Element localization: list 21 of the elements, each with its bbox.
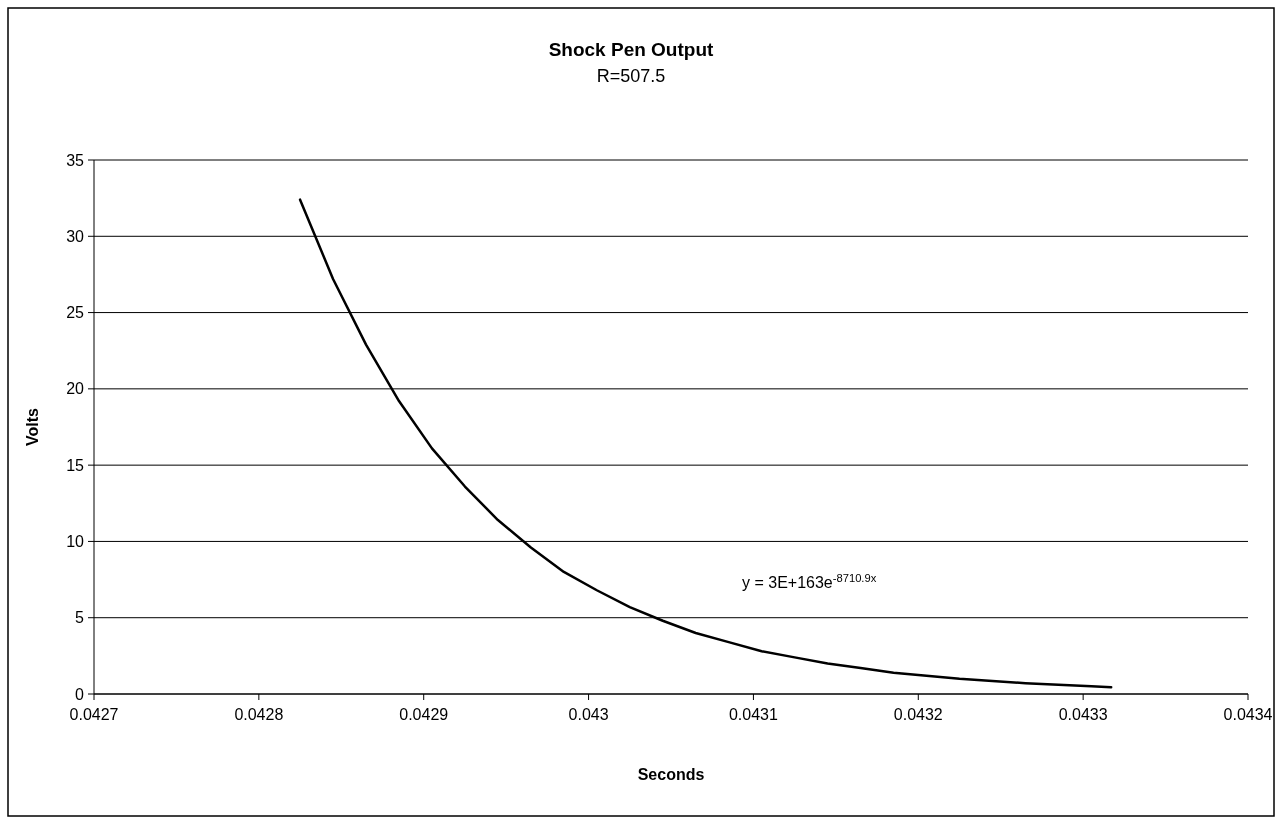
x-tick-label: 0.0433 <box>1058 706 1108 723</box>
y-tick-label: 10 <box>66 533 85 551</box>
annotation: y = 3E+163e$^{-8710.9x}$ <box>742 572 877 591</box>
x-axis-title: Seconds <box>637 766 705 783</box>
y-tick-label: 25 <box>66 304 85 322</box>
x-tick-label: 0.043 <box>568 706 609 723</box>
x-tick-label: 0.0429 <box>399 706 449 723</box>
y-axis-title: Volts <box>24 407 41 446</box>
chart-title: Shock Pen Output <box>548 39 714 60</box>
chart-subtitle: R=507.5 <box>596 66 666 86</box>
y-tick-label: 0 <box>75 685 85 703</box>
y-tick-label: 30 <box>66 227 85 245</box>
y-tick-label: 35 <box>66 151 85 169</box>
x-tick-label: 0.0431 <box>728 706 778 723</box>
x-tick-label: 0.0427 <box>69 706 119 723</box>
y-tick-label: 5 <box>75 609 85 627</box>
x-tick-label: 0.0428 <box>234 706 284 723</box>
y-tick-label: 20 <box>66 380 85 398</box>
x-tick-label: 0.0434 <box>1223 706 1273 723</box>
y-tick-label: 15 <box>66 456 85 474</box>
x-tick-label: 0.0432 <box>893 706 943 723</box>
